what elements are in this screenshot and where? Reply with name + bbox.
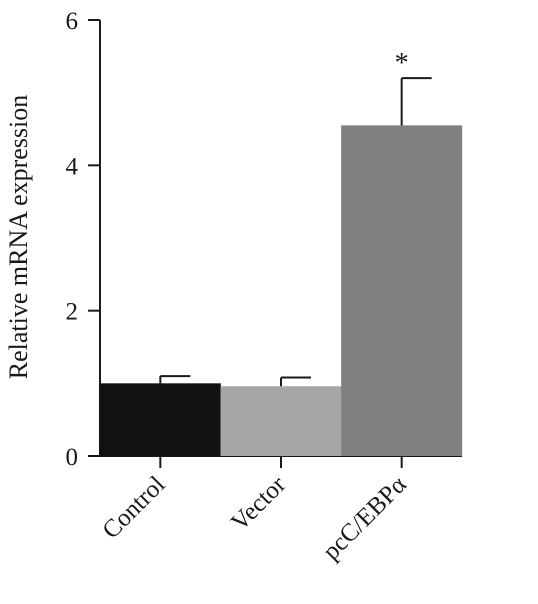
bars-group <box>99 125 463 456</box>
bar <box>220 386 342 456</box>
y-axis-title: Relative mRNA expression <box>4 95 33 380</box>
x-tick-label: Control <box>97 471 170 544</box>
x-tick-label: Vector <box>226 471 292 537</box>
bar <box>99 383 221 456</box>
y-tick-label: 0 <box>66 444 79 471</box>
x-axis: Control Vector pcC/EBPα <box>97 455 462 565</box>
y-tick-label: 6 <box>66 8 79 35</box>
significance-marker: * <box>395 48 409 79</box>
bar <box>341 125 463 456</box>
annotations-group: * <box>395 48 409 79</box>
x-tick-label: pcC/EBPα <box>318 471 412 565</box>
y-axis: 0 2 4 6 <box>66 8 101 471</box>
y-tick-label: 2 <box>66 299 79 326</box>
error-bars-group <box>159 77 432 387</box>
y-tick-label: 4 <box>66 153 79 180</box>
